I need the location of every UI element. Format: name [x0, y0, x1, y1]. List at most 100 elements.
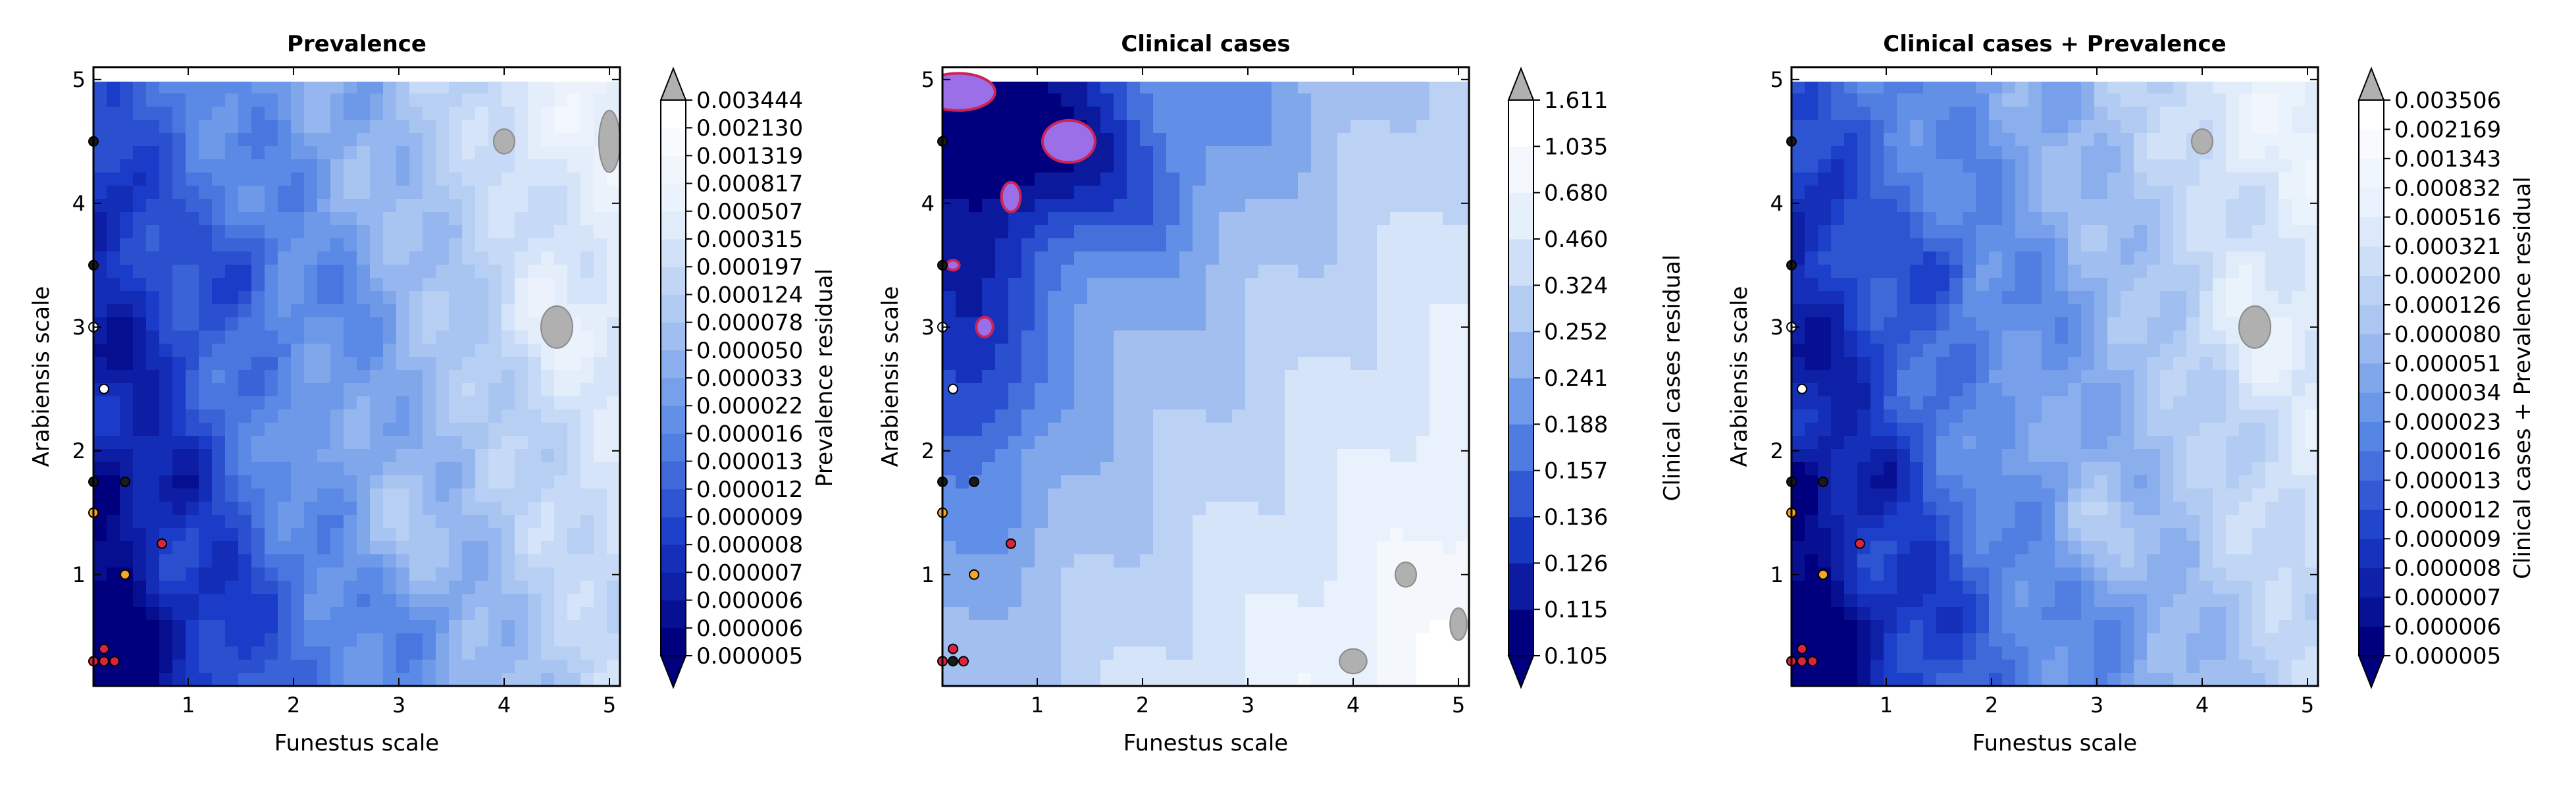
colorbar-band — [2359, 421, 2384, 452]
scatter-point — [109, 656, 120, 667]
colorbar-tick-label: 0.000006 — [696, 588, 803, 614]
colorbar-tick-label: 0.000832 — [2394, 175, 2501, 201]
colorbar-band — [661, 267, 686, 295]
colorbar-over-triangle — [659, 66, 687, 101]
colorbar-band — [2359, 100, 2384, 130]
colorbar-band — [661, 378, 686, 406]
panel-title: Clinical cases + Prevalence — [1883, 31, 2227, 57]
y-tick-label: 1 — [1770, 562, 1784, 587]
colorbar-frame — [2358, 99, 2384, 656]
colorbar-tick-label: 0.003444 — [696, 88, 803, 114]
colorbar-label: Clinical cases + Prevalence residual — [2510, 176, 2536, 579]
y-tick-label: 1 — [72, 562, 86, 587]
scatter-point — [99, 643, 109, 654]
colorbar-tick-label: 0.000008 — [2394, 556, 2501, 582]
colorbar-band — [661, 350, 686, 379]
over-range-region — [1339, 648, 1368, 675]
colorbar-band — [2359, 626, 2384, 656]
colorbar-tick-label: 0.000197 — [696, 254, 803, 280]
y-tick-label: 3 — [1770, 315, 1784, 340]
colorbar-band — [1508, 424, 1533, 471]
colorbar-tick-label: 0.000200 — [2394, 263, 2501, 290]
x-tick-label: 3 — [2090, 693, 2103, 718]
y-tick-label: 4 — [1770, 191, 1784, 216]
colorbar-tick-label: 0.003506 — [2394, 88, 2501, 114]
colorbar-band — [1508, 517, 1533, 564]
colorbar-tick-label: 0.000078 — [696, 310, 803, 336]
colorbar-tick-label: 0.324 — [1544, 273, 1608, 299]
colorbar-band — [661, 433, 686, 462]
colorbar-tick-label: 0.000051 — [2394, 351, 2501, 377]
colorbar-band — [1508, 563, 1533, 610]
x-tick-label: 5 — [1452, 693, 1465, 718]
x-tick-label: 2 — [1136, 693, 1149, 718]
colorbar-over-triangle — [1507, 66, 1535, 101]
colorbar-tick-label: 0.115 — [1544, 597, 1608, 623]
x-axis-label: Funestus scale — [1972, 730, 2137, 756]
x-axis-label: Funestus scale — [274, 730, 439, 756]
x-tick-label: 1 — [1880, 693, 1893, 718]
y-tick-label: 3 — [921, 315, 935, 340]
colorbar: 0.0000050.0000060.0000060.0000070.000008… — [659, 66, 838, 689]
panel-3: Clinical cases + Prevalence 1 2 3 4 5 1 2 3 4 5 Fun… — [1726, 31, 2319, 756]
colorbar-band — [2359, 217, 2384, 247]
colorbar-tick-label: 0.157 — [1544, 458, 1608, 485]
scatter-point — [1797, 383, 1807, 394]
colorbar-tick-label: 1.611 — [1544, 88, 1608, 114]
colorbar-band — [2359, 188, 2384, 218]
scatter-point — [1797, 656, 1807, 667]
colorbar-tick-label: 0.000516 — [2394, 205, 2501, 231]
scatter-point — [1807, 656, 1818, 667]
colorbar-band — [1508, 378, 1533, 425]
colorbar-tick-label: 0.252 — [1544, 319, 1608, 346]
y-tick-label: 2 — [72, 438, 86, 463]
colorbar-band — [661, 517, 686, 545]
colorbar-band — [661, 406, 686, 434]
y-tick-label: 3 — [72, 315, 86, 340]
x-tick-label: 1 — [182, 693, 195, 718]
colorbar-tick-label: 0.000507 — [696, 199, 803, 225]
colorbar-tick-label: 0.000033 — [696, 365, 803, 392]
colorbar-band — [661, 322, 686, 351]
colorbar-tick-label: 0.000817 — [696, 171, 803, 198]
colorbar-tick-label: 1.035 — [1544, 134, 1608, 160]
colorbar-band — [1508, 146, 1533, 194]
colorbar-band — [661, 155, 686, 184]
colorbar-tick-label: 0.000034 — [2394, 380, 2501, 406]
x-tick-label: 5 — [603, 693, 616, 718]
colorbar-band — [2359, 392, 2384, 423]
colorbar-tick-label: 0.241 — [1544, 365, 1608, 392]
colorbar-tick-label: 0.000006 — [696, 616, 803, 642]
colorbar-band — [1508, 192, 1533, 240]
colorbar-band — [661, 294, 686, 323]
colorbar-under-triangle — [1507, 655, 1535, 689]
colorbar-band — [1508, 239, 1533, 286]
scatter-point — [99, 656, 109, 667]
x-tick-label: 4 — [498, 693, 511, 718]
y-tick-label: 2 — [1770, 438, 1784, 463]
y-tick-label: 5 — [921, 67, 935, 92]
colorbar-band — [1508, 331, 1533, 379]
colorbar-band — [661, 128, 686, 156]
colorbar-tick-label: 0.126 — [1544, 550, 1608, 577]
colorbar-tick-label: 0.105 — [1544, 643, 1608, 670]
colorbar-band — [661, 100, 686, 128]
y-tick-label: 1 — [921, 562, 935, 587]
plot-frame — [92, 66, 621, 687]
colorbar-band — [661, 461, 686, 490]
x-tick-label: 5 — [2301, 693, 2314, 718]
highlight-region — [942, 72, 996, 112]
highlight-region — [975, 315, 994, 338]
colorbar-tick-label: 0.000022 — [696, 393, 803, 419]
colorbar-band — [661, 544, 686, 573]
colorbar-tick-label: 0.000023 — [2394, 409, 2501, 436]
colorbar-band — [1508, 470, 1533, 517]
colorbar-tick-label: 0.460 — [1544, 226, 1608, 253]
over-range-region — [493, 128, 515, 155]
colorbar-tick-label: 0.001343 — [2394, 146, 2501, 172]
y-axis-label: Arabiensis scale — [1726, 286, 1753, 467]
x-tick-label: 4 — [1347, 693, 1360, 718]
over-range-region — [598, 109, 620, 173]
y-tick-label: 4 — [72, 191, 86, 216]
